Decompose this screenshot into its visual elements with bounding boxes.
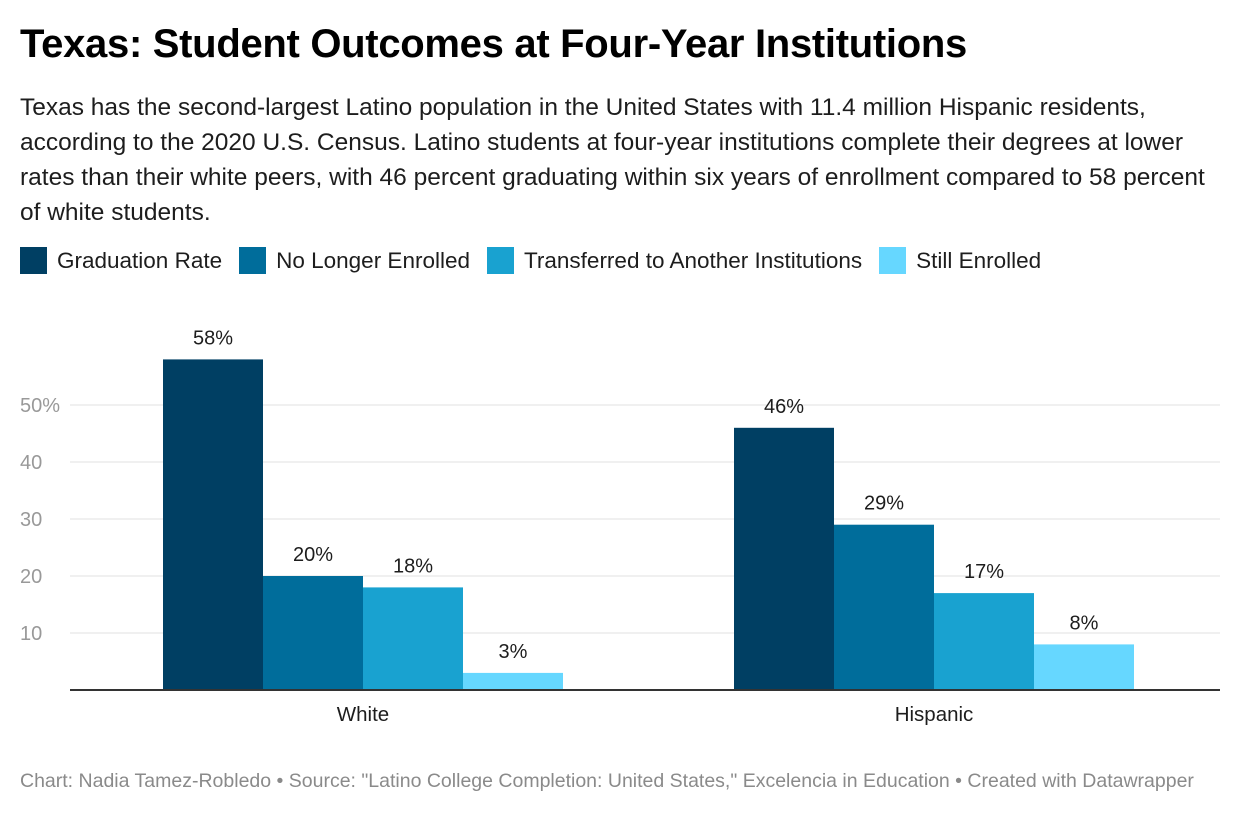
chart-description: Texas has the second-largest Latino popu… — [20, 94, 1205, 226]
bar-white-transferred — [363, 587, 463, 690]
data-label: 17% — [964, 561, 1004, 583]
data-label: 18% — [393, 555, 433, 577]
data-label: 3% — [499, 641, 528, 663]
x-tick-label: White — [337, 703, 389, 726]
bar-hispanic-transferred — [934, 593, 1034, 690]
data-label: 20% — [293, 544, 333, 566]
data-label: 46% — [764, 396, 804, 418]
legend-swatch-still-enrolled — [879, 247, 907, 274]
bar-hispanic-still-enrolled — [1034, 644, 1134, 690]
legend-item-transferred: Transferred to Another Institutions — [487, 247, 862, 274]
legend: Graduation Rate No Longer Enrolled Trans… — [20, 247, 1058, 274]
legend-swatch-transferred — [487, 247, 514, 274]
x-tick-label: Hispanic — [895, 703, 974, 726]
bar-white-still-enrolled — [463, 672, 563, 690]
data-label: 58% — [193, 327, 233, 349]
legend-label-transferred: Transferred to Another Institutions — [524, 247, 863, 273]
chart-footer: Chart: Nadia Tamez-Robledo • Source: "La… — [20, 770, 1194, 792]
y-tick-label: 10 — [20, 623, 42, 645]
legend-label-graduation-rate: Graduation Rate — [57, 247, 223, 273]
legend-swatch-no-longer-enrolled — [239, 247, 267, 274]
bar-hispanic-graduation-rate — [734, 427, 834, 690]
legend-swatch-graduation-rate — [20, 247, 47, 274]
data-label: 8% — [1070, 612, 1099, 634]
y-tick-label: 50% — [20, 395, 60, 417]
bar-hispanic-no-longer-enrolled — [834, 524, 934, 690]
y-tick-label: 30 — [20, 509, 42, 531]
legend-item-still-enrolled: Still Enrolled — [879, 247, 1041, 274]
data-label: 29% — [864, 493, 904, 515]
y-tick-label: 20 — [20, 566, 42, 588]
legend-label-no-longer-enrolled: No Longer Enrolled — [276, 247, 470, 273]
y-tick-label: 40 — [20, 452, 42, 474]
chart-title: Texas: Student Outcomes at Four-Year Ins… — [20, 22, 967, 66]
bar-white-no-longer-enrolled — [263, 576, 363, 690]
legend-item-graduation-rate: Graduation Rate — [20, 247, 222, 274]
legend-label-still-enrolled: Still Enrolled — [916, 247, 1042, 273]
legend-item-no-longer-enrolled: No Longer Enrolled — [239, 247, 470, 274]
bar-white-graduation-rate — [163, 359, 263, 690]
